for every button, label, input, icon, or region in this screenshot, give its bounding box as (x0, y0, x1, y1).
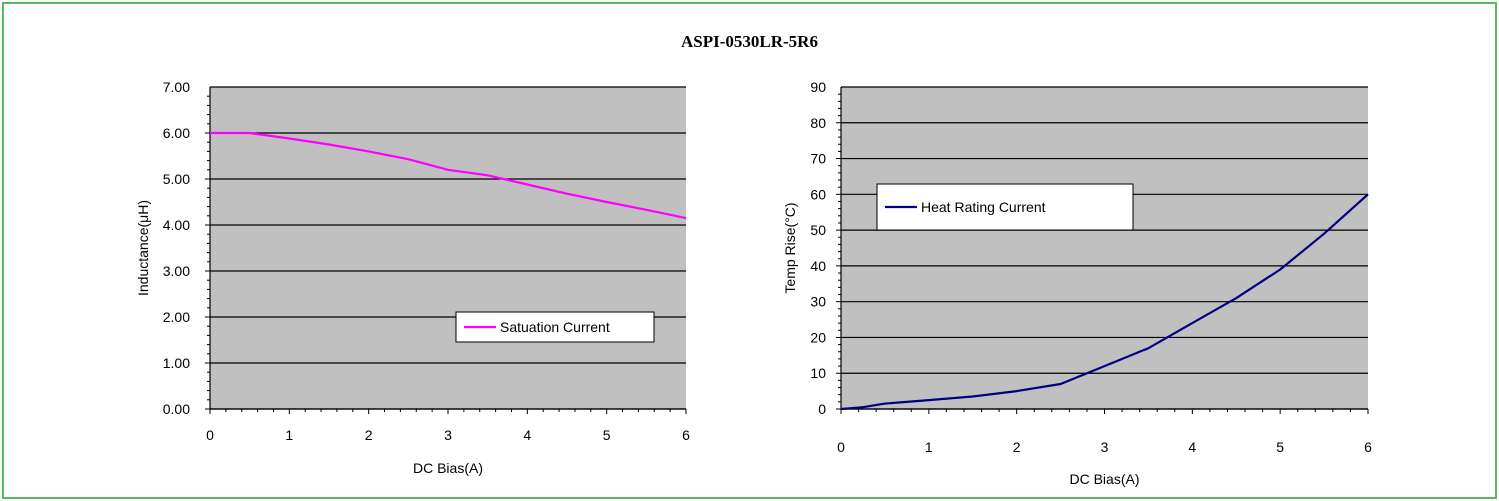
left-x-tick-label: 3 (444, 427, 452, 443)
left-plot-area (210, 87, 686, 409)
right-x-tick-label: 5 (1276, 439, 1284, 455)
left-x-tick-label: 2 (365, 427, 373, 443)
left-y-tick-label: 6.00 (163, 125, 190, 141)
left-y-tick-label: 5.00 (163, 171, 190, 187)
right-y-axis-label: Temp Rise(°C) (782, 202, 798, 293)
left-x-tick-label: 4 (523, 427, 531, 443)
left-y-tick-label: 2.00 (163, 309, 190, 325)
right-x-tick-label: 0 (837, 439, 845, 455)
right-y-tick-label: 60 (810, 186, 826, 202)
right-x-axis-label: DC Bias(A) (1069, 471, 1139, 487)
right-x-tick-label: 4 (1188, 439, 1196, 455)
left-x-tick-label: 1 (285, 427, 293, 443)
left-x-axis-label: DC Bias(A) (413, 460, 483, 476)
left-y-axis-label: Inductance(μH) (135, 200, 151, 296)
right-y-tick-label: 80 (810, 115, 826, 131)
right-y-tick-label: 50 (810, 222, 826, 238)
right-y-tick-label: 10 (810, 365, 826, 381)
right-series-line (840, 193, 1369, 411)
left-y-tick-label: 1.00 (163, 355, 190, 371)
right-y-tick-label: 0 (818, 401, 826, 417)
figure-title: ASPI-0530LR-5R6 (681, 32, 818, 51)
right-x-tick-label: 3 (1101, 439, 1109, 455)
right-y-tick-label: 40 (810, 258, 826, 274)
right-y-tick-label: 30 (810, 294, 826, 310)
left-y-tick-label: 3.00 (163, 263, 190, 279)
right-x-tick-label: 2 (1013, 439, 1021, 455)
left-y-tick-label: 7.00 (163, 79, 190, 95)
right-legend-label: Heat Rating Current (921, 199, 1046, 215)
right-x-tick-label: 1 (925, 439, 933, 455)
left-x-tick-label: 5 (603, 427, 611, 443)
right-y-tick-label: 70 (810, 151, 826, 167)
right-y-tick-label: 20 (810, 329, 826, 345)
right-y-tick-label: 90 (810, 79, 826, 95)
left-x-tick-label: 0 (206, 427, 214, 443)
left-legend-label: Satuation Current (500, 319, 610, 335)
left-y-tick-label: 0.00 (163, 401, 190, 417)
right-x-tick-label: 6 (1364, 439, 1372, 455)
left-series-line (210, 131, 687, 220)
right-legend-box (876, 183, 1134, 231)
left-x-tick-label: 6 (682, 427, 690, 443)
right-plot-area (841, 87, 1368, 409)
left-y-tick-label: 4.00 (163, 217, 190, 233)
